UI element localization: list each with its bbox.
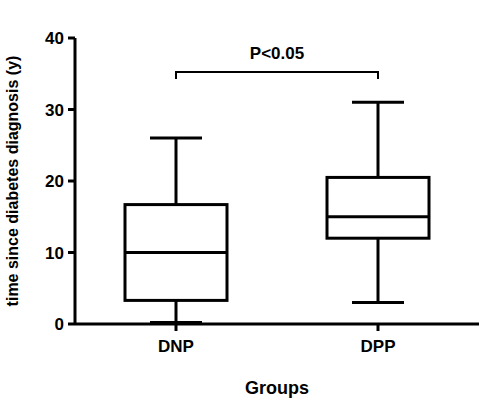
x-tick [175, 324, 178, 331]
y-tick-label: 20 [45, 172, 64, 191]
box [327, 177, 429, 238]
min-cap [150, 321, 202, 324]
y-tick-label: 30 [45, 101, 64, 120]
upper-whisker [175, 138, 178, 204]
median [327, 215, 429, 218]
y-tick [68, 251, 75, 254]
x-tick-label: DPP [361, 337, 396, 356]
x-tick [377, 324, 380, 331]
y-tick [68, 37, 75, 40]
y-tick-label: 10 [45, 244, 64, 263]
y-tick-label: 40 [45, 29, 64, 48]
upper-whisker [377, 102, 380, 177]
lower-whisker [377, 238, 380, 302]
median [125, 251, 227, 254]
y-tick [68, 108, 75, 111]
lower-whisker [175, 300, 178, 322]
significance-bracket [176, 72, 378, 79]
max-cap [150, 137, 202, 140]
x-axis [75, 323, 479, 326]
y-tick-label: 0 [55, 315, 64, 334]
y-tick [68, 323, 75, 326]
chart: 0 10 20 30 40 DNP DPP Groups time since diabetes… [0, 0, 500, 408]
x-tick-label: DNP [158, 337, 194, 356]
annotation: P<0.05 [250, 44, 304, 63]
x-axis-title: Groups [245, 378, 309, 398]
y-axis-title: time since diabetes diagnosis (y) [4, 56, 21, 307]
box [125, 205, 227, 301]
min-cap [352, 301, 404, 304]
max-cap [352, 101, 404, 104]
boxes [125, 102, 429, 322]
y-tick [68, 180, 75, 183]
